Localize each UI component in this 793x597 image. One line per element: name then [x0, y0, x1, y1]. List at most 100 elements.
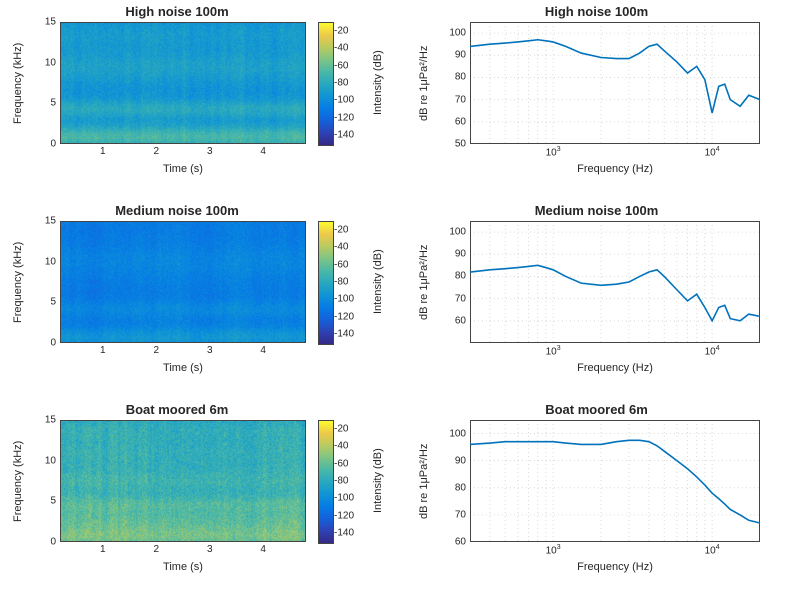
spectrogram-ytick: 15 — [30, 17, 56, 28]
spectrogram-ytick: 10 — [30, 57, 56, 68]
psd-xtick: 103 — [546, 146, 561, 158]
spectrogram-ylabel-1: Frequency (kHz) — [12, 22, 26, 144]
colorbar-tick: -140 — [334, 130, 354, 141]
colorbar-tick: -120 — [334, 311, 354, 322]
psd-ytick: 100 — [438, 28, 466, 39]
colorbar-tick: -120 — [334, 112, 354, 123]
psd-ylabel-2: dB re 1μPa²/Hz — [418, 221, 432, 343]
psd-plot-1 — [470, 22, 760, 144]
psd-ytick: 70 — [438, 509, 466, 520]
spectrogram-ytick: 0 — [30, 338, 56, 349]
psd-plot-2 — [470, 221, 760, 343]
colorbar-tick: -20 — [334, 25, 348, 36]
psd-ytick: 70 — [438, 293, 466, 304]
spectrogram-ytick: 10 — [30, 256, 56, 267]
colorbar-1 — [318, 22, 334, 146]
colorbar-tick: -140 — [334, 528, 354, 539]
psd-ytick: 100 — [438, 428, 466, 439]
colorbar-ticks-1: -20-40-60-80-100-120-140 — [334, 22, 364, 144]
spectrogram-xtick: 4 — [260, 345, 266, 356]
psd-xlabel-3: Frequency (Hz) — [470, 561, 760, 573]
spectrogram-ytick: 0 — [30, 537, 56, 548]
psd-xtick: 103 — [546, 544, 561, 556]
psd-title-2: Medium noise 100m — [418, 203, 775, 218]
colorbar-tick: -40 — [334, 43, 348, 54]
psd-ylabel-3: dB re 1μPa²/Hz — [418, 420, 432, 542]
psd-title-3: Boat moored 6m — [418, 402, 775, 417]
spectrogram-plot-3 — [60, 420, 306, 542]
colorbar-ticks-2: -20-40-60-80-100-120-140 — [334, 221, 364, 343]
colorbar-tick: -80 — [334, 78, 348, 89]
spectrogram-xtick: 1 — [100, 146, 106, 157]
colorbar-tick: -120 — [334, 510, 354, 521]
spectrogram-xlabel-2: Time (s) — [60, 362, 306, 374]
spectrogram-yticks-2: 051015 — [30, 221, 58, 343]
spectrogram-ytick: 15 — [30, 415, 56, 426]
psd-svg-1 — [470, 22, 760, 144]
spectrogram-xtick: 1 — [100, 345, 106, 356]
psd-plot-3 — [470, 420, 760, 542]
spectrogram-ytick: 10 — [30, 455, 56, 466]
spectrogram-ytick: 15 — [30, 216, 56, 227]
psd-ytick: 60 — [438, 537, 466, 548]
spectrogram-ytick: 5 — [30, 496, 56, 507]
psd-xticks-2: 103 104 — [470, 345, 760, 359]
colorbar-label-3: Intensity (dB) — [372, 420, 386, 542]
row-3: Boat moored 6m Boat moored 6m Frequency … — [0, 398, 793, 597]
spectrogram-xtick: 3 — [207, 544, 213, 555]
psd-svg-3 — [470, 420, 760, 542]
psd-ytick: 100 — [438, 227, 466, 238]
spectrogram-xtick: 3 — [207, 345, 213, 356]
colorbar-ticks-3: -20-40-60-80-100-120-140 — [334, 420, 364, 542]
colorbar-tick: -80 — [334, 277, 348, 288]
spectrogram-xticks-2: 1 2 3 4 — [60, 345, 306, 359]
psd-ytick: 80 — [438, 482, 466, 493]
spectrogram-yticks-1: 051015 — [30, 22, 58, 144]
colorbar-2 — [318, 221, 334, 345]
psd-ytick: 50 — [438, 139, 466, 150]
spectrogram-ytick: 5 — [30, 98, 56, 109]
spectrogram-yticks-3: 051015 — [30, 420, 58, 542]
psd-xtick: 104 — [705, 544, 720, 556]
spectrogram-plot-1 — [60, 22, 306, 144]
row-1: High noise 100m High noise 100m Frequenc… — [0, 0, 793, 199]
spectrogram-xtick: 2 — [153, 345, 159, 356]
spectrogram-xtick: 1 — [100, 544, 106, 555]
psd-ytick: 80 — [438, 72, 466, 83]
colorbar-canvas-1 — [319, 23, 333, 145]
spectrogram-xtick: 4 — [260, 544, 266, 555]
spectrogram-ytick: 0 — [30, 139, 56, 150]
colorbar-tick: -100 — [334, 95, 354, 106]
psd-ytick: 70 — [438, 94, 466, 105]
spectrogram-xlabel-1: Time (s) — [60, 163, 306, 175]
psd-xtick: 103 — [546, 345, 561, 357]
spectrogram-canvas-1 — [61, 23, 305, 143]
colorbar-3 — [318, 420, 334, 544]
spectrogram-ytick: 5 — [30, 297, 56, 308]
psd-xtick: 104 — [705, 345, 720, 357]
psd-ytick: 90 — [438, 455, 466, 466]
psd-ytick: 60 — [438, 315, 466, 326]
colorbar-tick: -140 — [334, 329, 354, 340]
spectrogram-xticks-1: 1234 — [60, 146, 306, 160]
colorbar-tick: -20 — [334, 423, 348, 434]
psd-ytick: 90 — [438, 50, 466, 61]
spectrogram-xtick: 4 — [260, 146, 266, 157]
spectrogram-title-3: Boat moored 6m — [38, 402, 316, 417]
row-2: Medium noise 100m Medium noise 100m Freq… — [0, 199, 793, 398]
colorbar-canvas-3 — [319, 421, 333, 543]
spectrogram-canvas-3 — [61, 421, 305, 541]
spectrogram-plot-2 — [60, 221, 306, 343]
psd-ylabel-1: dB re 1μPa²/Hz — [418, 22, 432, 144]
psd-ytick: 90 — [438, 249, 466, 260]
spectrogram-title-2: Medium noise 100m — [38, 203, 316, 218]
psd-xlabel-2: Frequency (Hz) — [470, 362, 760, 374]
spectrogram-xlabel-3: Time (s) — [60, 561, 306, 573]
spectrogram-xtick: 2 — [153, 544, 159, 555]
spectrogram-ylabel-2: Frequency (kHz) — [12, 221, 26, 343]
colorbar-tick: -100 — [334, 493, 354, 504]
psd-yticks-1: 5060708090100 — [438, 22, 468, 144]
colorbar-tick: -40 — [334, 242, 348, 253]
psd-yticks-2: 60708090100 — [438, 221, 468, 343]
psd-title-1: High noise 100m — [418, 4, 775, 19]
